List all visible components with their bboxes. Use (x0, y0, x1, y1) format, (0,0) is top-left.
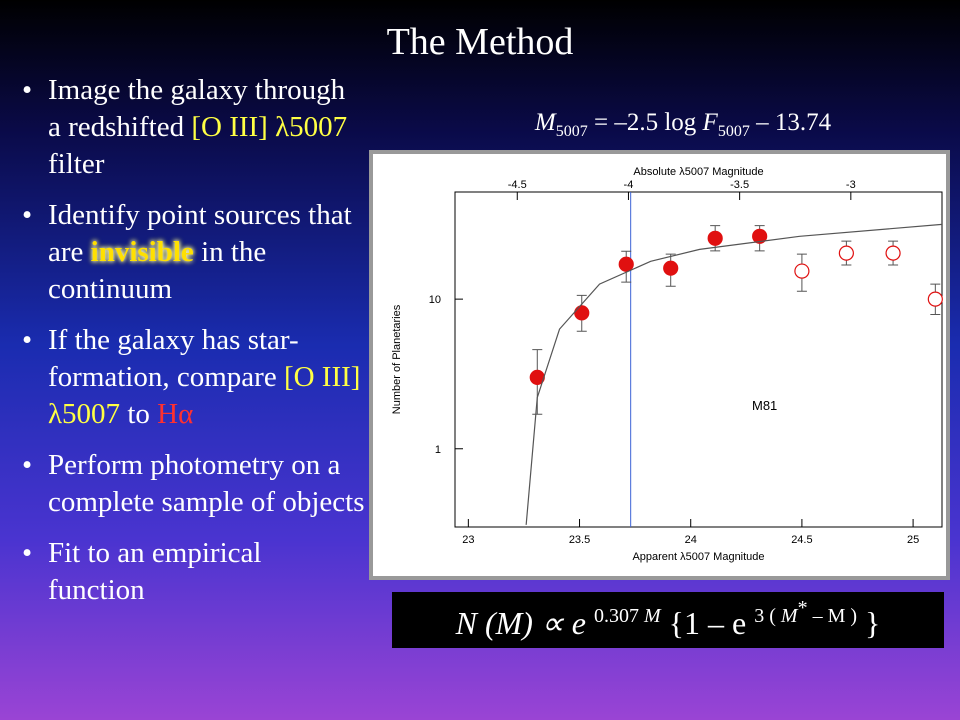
f: 5007 (718, 123, 750, 140)
t: Hα (157, 398, 194, 430)
t: invisible (90, 236, 194, 268)
x2-tick-label: -4.5 (508, 179, 527, 191)
f: = –2.5 log (588, 109, 703, 136)
x-tick-label: 24.5 (791, 534, 812, 546)
f: M (534, 109, 557, 136)
annotation: M81 (752, 398, 777, 413)
point (794, 263, 810, 279)
t: [O III] λ5007 (191, 111, 348, 143)
t: in the continuum (48, 236, 267, 305)
formula-top: M5007 = –2.5 log F5007 – 13.74 (534, 109, 832, 140)
x-tick-label: 23 (462, 534, 474, 546)
x-tick-label: 25 (907, 534, 919, 546)
y-axis-label: Number of Planetaries (391, 304, 403, 414)
point (663, 260, 679, 276)
f: 5007 (556, 123, 588, 140)
x2-axis-label: Absolute λ5007 Magnitude (633, 166, 763, 178)
y-tick-label: 1 (435, 444, 441, 456)
point (574, 305, 590, 321)
f: {1 – e (661, 605, 755, 641)
f: N (M) ∝ e (455, 605, 594, 641)
bullet: If the galaxy has star-formation, compar… (20, 322, 365, 433)
t: Identify point sources that are (48, 199, 352, 268)
y-tick-label: 10 (429, 294, 441, 306)
f: – 13.74 (750, 109, 832, 136)
x-tick-label: 23.5 (569, 534, 590, 546)
t: Image the galaxy through a redshifted (48, 74, 346, 143)
t: If the galaxy has star-formation, compar… (48, 324, 299, 393)
title: The Method (387, 21, 574, 63)
formula-box (392, 592, 944, 648)
formula-bottom: N (M) ∝ e 0.307 M {1 – e 3 ( M* – M ) } (455, 597, 881, 641)
bullet: Image the galaxy through a redshifted [O… (20, 72, 365, 183)
x2-tick-label: -3.5 (730, 179, 749, 191)
x2-tick-label: -3 (846, 179, 856, 191)
point (838, 245, 854, 261)
point (927, 291, 943, 307)
f: 3 ( (754, 605, 781, 627)
f: M (643, 605, 662, 627)
f: M (780, 605, 799, 627)
bullet: Identify point sources that are invisibl… (20, 197, 365, 308)
x-axis-label: Apparent λ5007 Magnitude (632, 551, 764, 563)
point (885, 245, 901, 261)
f: – M ) (808, 605, 857, 627)
f: 0.307 (594, 605, 644, 627)
fit-curve (525, 223, 943, 525)
f: F (702, 109, 719, 136)
plot-box (454, 191, 943, 528)
f: * (798, 597, 808, 619)
t: Perform photometry on a complete sample … (48, 449, 365, 518)
t: Fit to an empirical function (48, 537, 262, 606)
x2-tick-label: -4 (624, 179, 634, 191)
bullets: Image the galaxy through a redshifted [O… (20, 72, 365, 623)
f: } (857, 605, 880, 641)
t: filter (48, 148, 105, 180)
x-tick-label: 24 (685, 534, 697, 546)
point (618, 256, 634, 272)
t: [O III] λ5007 (48, 361, 361, 430)
point (752, 228, 768, 244)
bullet: Perform photometry on a complete sample … (20, 447, 365, 521)
t: to (120, 398, 158, 430)
plot-frame (369, 150, 950, 580)
point (707, 230, 723, 246)
bullet: Fit to an empirical function (20, 535, 365, 609)
